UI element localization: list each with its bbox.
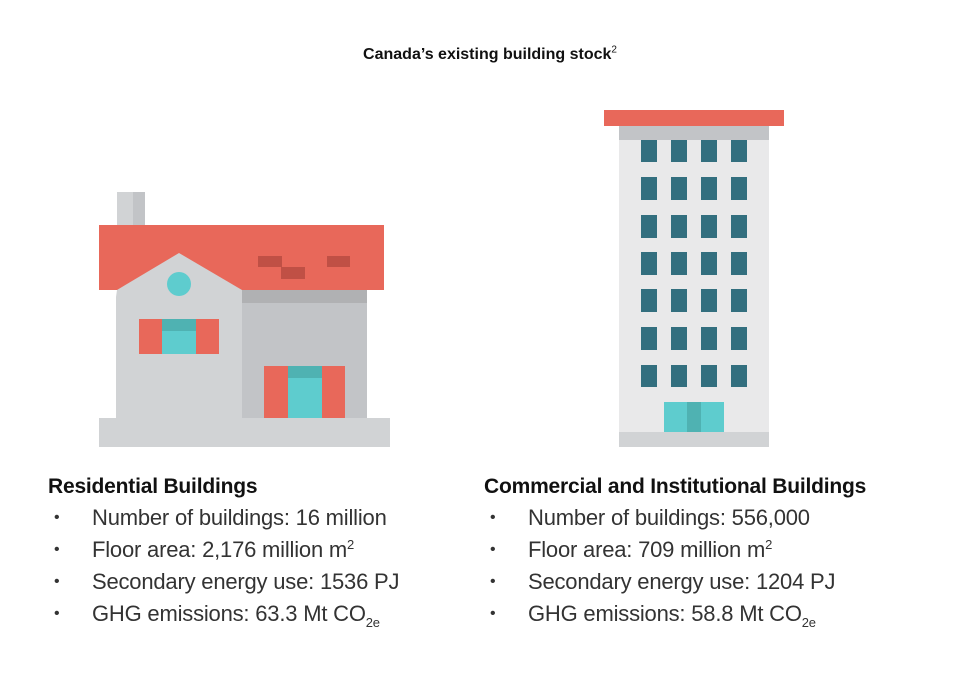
house-base [99,418,390,447]
office-tower-icon [604,110,784,447]
residential-heading: Residential Buildings [48,475,258,498]
round-window [167,272,191,296]
chimney-shade [133,192,145,226]
list-item: • Secondary energy use: 1536 PJ [48,566,399,598]
tower-windows [641,140,747,387]
roof-brick [327,256,350,267]
list-item: • Floor area: 2,176 million m2 [48,534,399,566]
residential-panel: Residential Buildings • Number of buildin… [48,474,399,630]
commercial-list: • Number of buildings: 556,000 • Floor are… [484,502,866,630]
roof-brick [258,256,282,267]
list-item: • Number of buildings: 16 million [48,502,399,534]
list-item: • Floor area: 709 million m2 [484,534,866,566]
chimney [117,192,133,226]
tower-roof [604,110,784,126]
page-title: Canada’s existing building stock2 [0,44,980,64]
bullet-icon: • [490,509,496,526]
bullet-icon: • [54,605,60,622]
tower-base [619,432,769,447]
residential-list: • Number of buildings: 16 million • Floor … [48,502,399,630]
title-text: Canada’s existing building stock [363,46,612,63]
list-item: • Secondary energy use: 1204 PJ [484,566,866,598]
bullet-icon: • [54,541,60,558]
list-item: • Number of buildings: 556,000 [484,502,866,534]
commercial-heading: Commercial and Institutional Buildings [484,475,867,498]
tower-body [619,126,769,447]
bullet-icon: • [490,605,496,622]
house-icon [99,192,390,447]
tower-door-center [687,402,701,432]
title-footnote: 2 [611,44,617,56]
bullet-icon: • [54,509,60,526]
house-eave-shadow [242,290,367,303]
window-top [162,319,196,331]
bullet-icon: • [54,573,60,590]
bullet-icon: • [490,541,496,558]
list-item: • GHG emissions: 63.3 Mt CO2e [48,598,399,630]
roof-brick [281,267,305,279]
tower-top-band [619,126,769,140]
door-top [288,366,322,378]
commercial-panel: Commercial and Institutional Buildings •… [484,474,866,630]
list-item: • GHG emissions: 58.8 Mt CO2e [484,598,866,630]
bullet-icon: • [490,573,496,590]
